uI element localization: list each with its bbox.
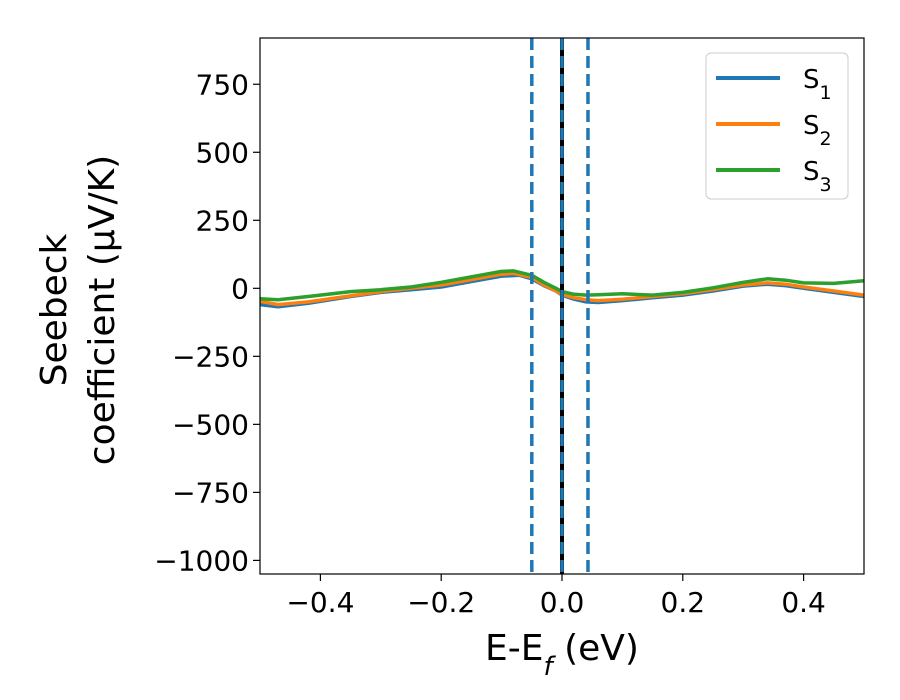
y-tick-label: −750: [172, 476, 249, 509]
y-tick-label: 0: [231, 272, 249, 305]
x-tick-label: 0.0: [540, 586, 585, 619]
legend-label-S2: S2: [803, 111, 832, 150]
y-axis-title-line2: coefficient (μV/K): [82, 155, 123, 465]
y-axis: 750 500 250 0 −250 −500 −750 −1000: [154, 68, 260, 577]
y-tick-label: 250: [196, 204, 249, 237]
y-tick-label: −250: [172, 340, 249, 373]
y-tick-label: −1000: [154, 544, 249, 577]
x-axis-title: E-Ef (eV): [485, 628, 639, 682]
x-tick-label: −0.4: [286, 586, 354, 619]
x-axis: −0.4 −0.2 0.0 0.2 0.4: [286, 574, 826, 619]
y-tick-label: 500: [196, 136, 249, 169]
legend-label-S1: S1: [803, 65, 832, 104]
x-tick-label: 0.4: [781, 586, 826, 619]
y-axis-title-line1: Seebeck: [34, 233, 75, 386]
x-tick-label: −0.2: [407, 586, 475, 619]
x-tick-label: 0.2: [661, 586, 706, 619]
legend: S1 S2 S3: [705, 52, 849, 200]
y-tick-label: −500: [172, 408, 249, 441]
legend-label-S3: S3: [803, 157, 832, 196]
y-tick-label: 750: [196, 68, 249, 101]
vline-layer: [530, 38, 590, 574]
